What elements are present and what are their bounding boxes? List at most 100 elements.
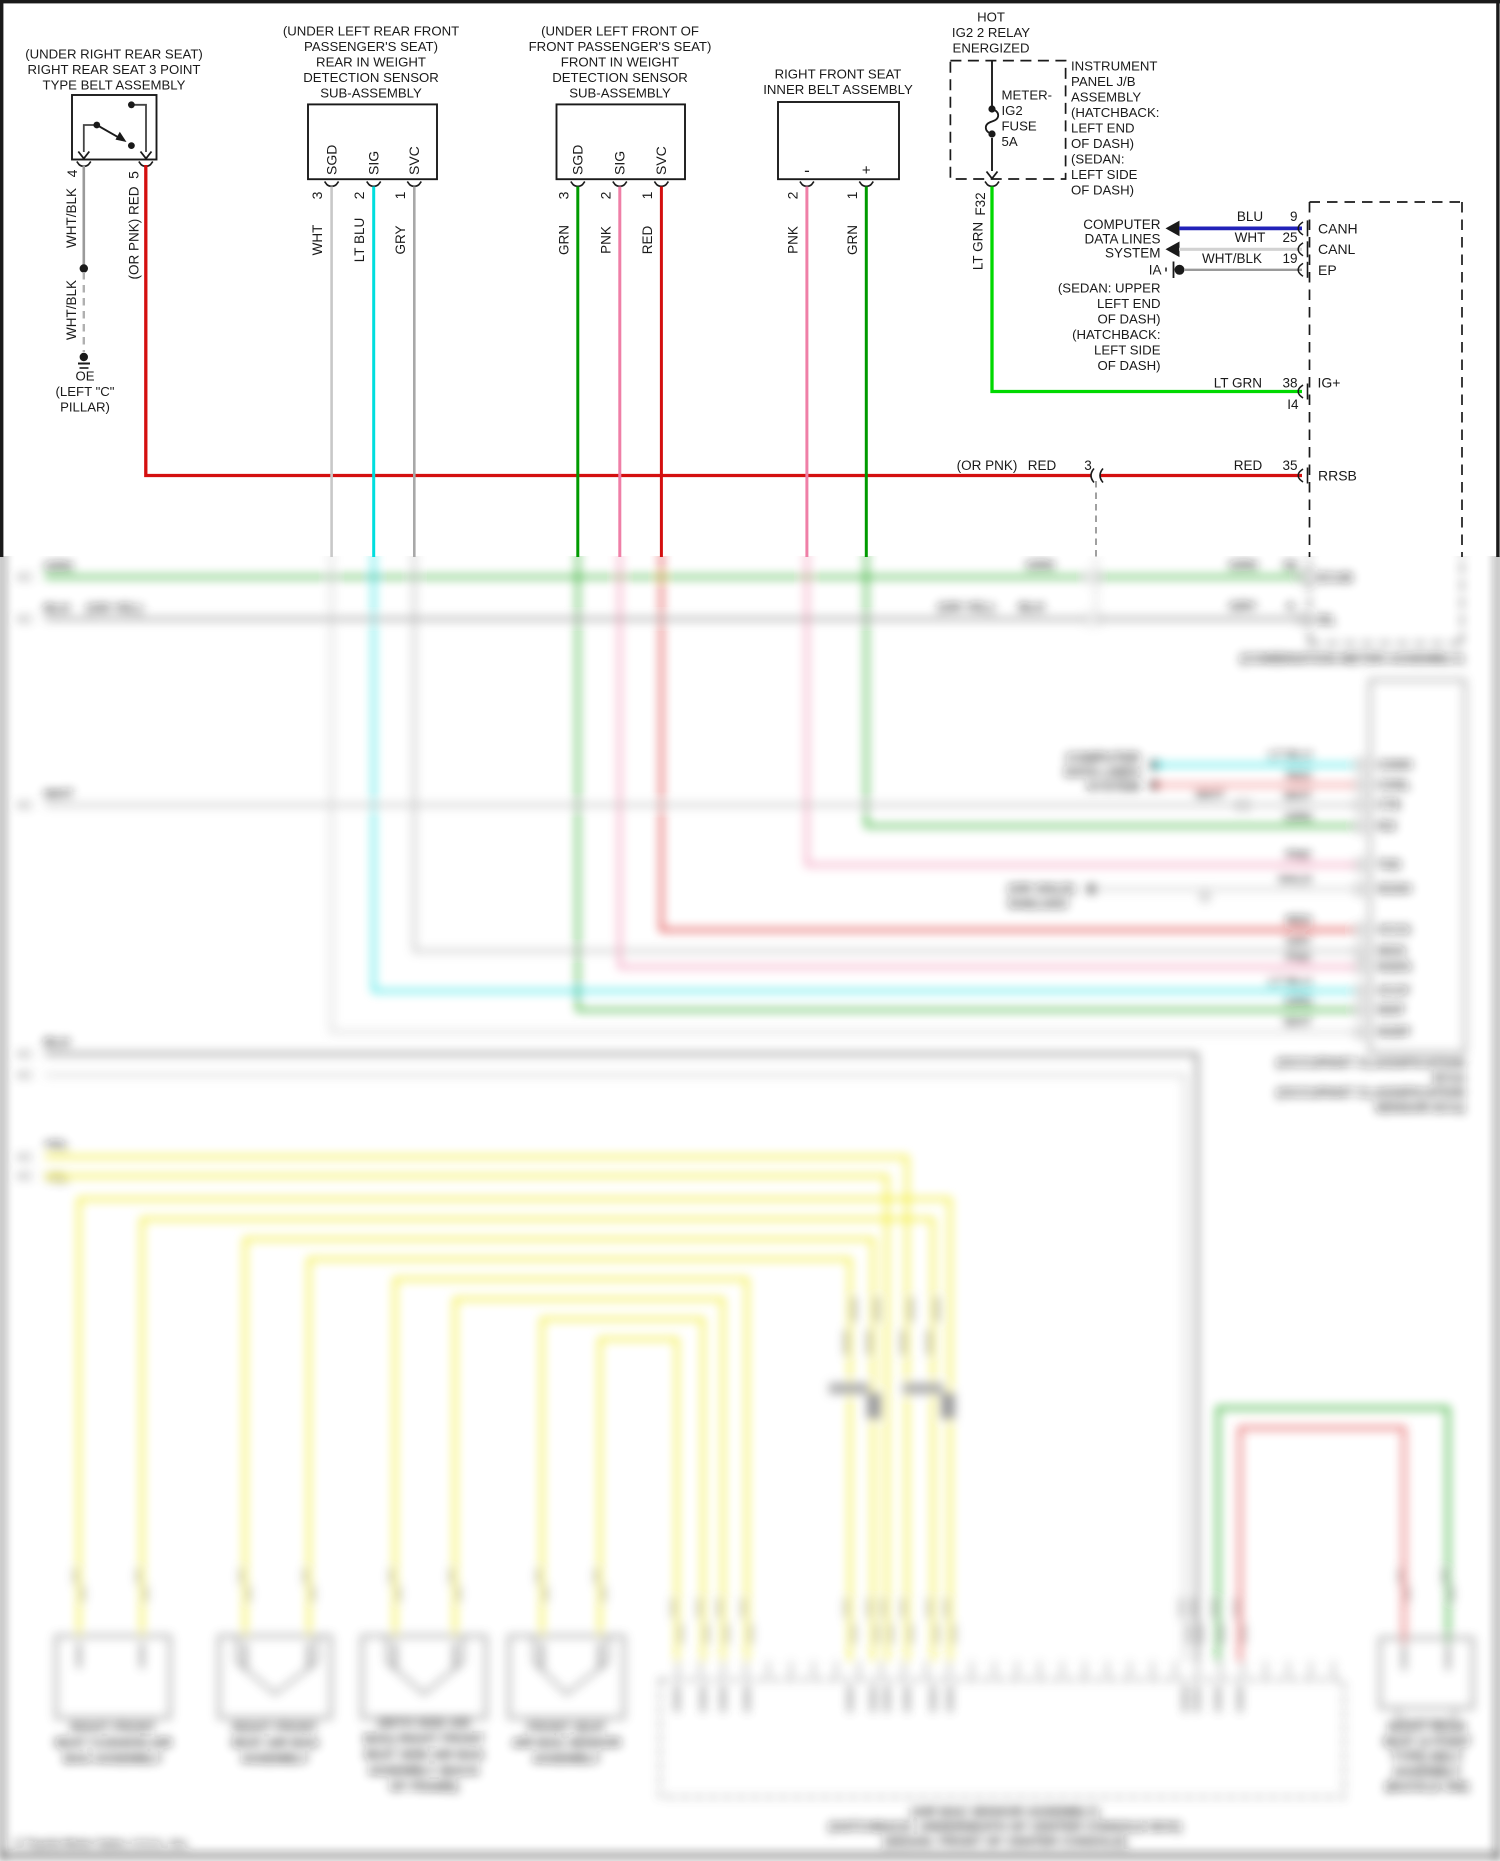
svg-text:25: 25 (1282, 230, 1297, 245)
svg-text:-: - (804, 161, 810, 180)
svg-text:GRN: GRN (845, 225, 860, 255)
svg-text:(UNDER LEFT FRONT OF: (UNDER LEFT FRONT OF (541, 24, 699, 39)
svg-text:38: 38 (1282, 376, 1297, 391)
svg-text:YEL: YEL (44, 1138, 69, 1153)
svg-text:CANL: CANL (1376, 778, 1411, 792)
svg-text:RRSB: RRSB (1318, 468, 1357, 484)
svg-text:WHT: WHT (1235, 230, 1266, 245)
svg-text:19: 19 (1282, 251, 1297, 266)
svg-text:I4: I4 (1287, 397, 1299, 412)
svg-text:SYSTEM: SYSTEM (1087, 779, 1140, 794)
svg-text:GRN: GRN (1229, 558, 1258, 573)
svg-text:CANH: CANH (1376, 758, 1412, 772)
svg-text:WHT: WHT (1284, 1016, 1313, 1030)
svg-text:(AIR BAG SENSOR ASSEMBLY): (AIR BAG SENSOR ASSEMBLY) (911, 1805, 1100, 1819)
svg-text:LT BLU: LT BLU (1268, 749, 1312, 763)
svg-text:BLK: BLK (1019, 600, 1046, 615)
svg-text:ASSEMBLY: ASSEMBLY (1393, 1765, 1462, 1779)
svg-text:OF DASH): OF DASH) (1071, 136, 1134, 151)
svg-text:4: 4 (1286, 599, 1294, 614)
svg-text:2: 2 (784, 191, 800, 199)
svg-text:(BUCKLE SW): (BUCKLE SW) (1385, 1780, 1469, 1794)
svg-text:2: 2 (597, 191, 613, 199)
svg-text:ASSEMBLY: ASSEMBLY (1071, 90, 1141, 105)
svg-text:3: 3 (555, 191, 571, 199)
svg-text:RIGHT FRONT SEAT: RIGHT FRONT SEAT (775, 67, 902, 82)
svg-text:WHT/BLK: WHT/BLK (64, 280, 79, 340)
svg-text:(HATCHBACK:: (HATCHBACK: (1072, 327, 1160, 342)
svg-text:2: 2 (351, 191, 367, 199)
svg-text:(UNDER RIGHT REAR SEAT): (UNDER RIGHT REAR SEAT) (25, 47, 203, 62)
svg-text:BLU: BLU (1237, 209, 1263, 224)
svg-text:WHT: WHT (310, 225, 325, 256)
svg-text:CANH: CANH (1318, 220, 1358, 236)
svg-text:LT GRN: LT GRN (971, 222, 986, 270)
svg-text:(SEDAN: UPPER: (SEDAN: UPPER (1058, 281, 1161, 296)
svg-text:PNK: PNK (1286, 951, 1312, 965)
svg-text:(HATCHBACK:: (HATCHBACK: (1071, 105, 1159, 120)
svg-text:RED: RED (1286, 769, 1312, 783)
svg-text:WHT/BLK: WHT/BLK (64, 188, 79, 248)
svg-text:BLK: BLK (44, 1035, 71, 1050)
svg-text:SUB-ASSEMBLY: SUB-ASSEMBLY (569, 86, 671, 101)
svg-text:ECUB: ECUB (1316, 570, 1353, 585)
svg-text:(WITH SIDE AIR: (WITH SIDE AIR (377, 1716, 470, 1730)
svg-text:SGDF: SGDF (1376, 1025, 1411, 1039)
svg-text:IG+: IG+ (1318, 375, 1341, 391)
svg-text:(SEDAN:: (SEDAN: (1071, 152, 1125, 167)
svg-text:1: 1 (639, 191, 655, 199)
svg-text:OF DASH): OF DASH) (1097, 358, 1160, 373)
svg-text:IG2: IG2 (1002, 103, 1023, 118)
svg-text:INSTRUMENT: INSTRUMENT (1071, 59, 1157, 74)
svg-text:LEFT SIDE: LEFT SIDE (1071, 167, 1138, 182)
svg-text:SGSH: SGSH (1376, 882, 1411, 896)
svg-text:PILLAR): PILLAR) (60, 400, 110, 415)
svg-text:LT BLU: LT BLU (352, 218, 367, 263)
svg-text:PNK: PNK (598, 226, 613, 254)
svg-text:FUSE: FUSE (1002, 119, 1037, 134)
svg-text:SIGS: SIGS (1376, 944, 1406, 958)
svg-text:BAG) RIGHT FRONT: BAG) RIGHT FRONT (364, 1732, 485, 1746)
svg-text:ASSEMBLY: ASSEMBLY (241, 1752, 310, 1766)
svg-text:RIGHT FRONT: RIGHT FRONT (232, 1720, 318, 1734)
svg-text:METER-: METER- (1002, 88, 1053, 103)
svg-text:PNK: PNK (785, 226, 800, 254)
svg-text:OE: OE (75, 369, 94, 384)
svg-text:BLK: BLK (44, 601, 71, 616)
svg-text:© Toyota Motor Sales, U.S.A.,: © Toyota Motor Sales, U.S.A., Inc. (14, 1838, 189, 1850)
svg-text:GRN: GRN (44, 559, 73, 574)
svg-text:1: 1 (392, 191, 408, 199)
svg-text:VCCS: VCCS (1376, 923, 1411, 937)
svg-text:OF DASH): OF DASH) (1097, 312, 1160, 327)
svg-text:RIGHT REAR: RIGHT REAR (1388, 1720, 1466, 1734)
svg-text:LEFT END: LEFT END (1097, 296, 1161, 311)
svg-text:AIR BAG SENSOR: AIR BAG SENSOR (512, 1736, 621, 1750)
svg-text:TXD: TXD (1376, 858, 1401, 872)
svg-text:IA: IA (1149, 263, 1162, 278)
svg-text:FRONT SEAT: FRONT SEAT (527, 1720, 606, 1734)
svg-text:SVC: SVC (406, 146, 422, 175)
svg-text:+: + (862, 162, 871, 179)
svg-text:(OR SHLD): (OR SHLD) (1008, 881, 1075, 896)
svg-text:SHIELDED: SHIELDED (1007, 897, 1068, 911)
svg-text:LEFT SIDE: LEFT SIDE (1094, 343, 1161, 358)
svg-text:IG2 2 RELAY: IG2 2 RELAY (952, 25, 1030, 40)
svg-text:SIL: SIL (1316, 612, 1336, 627)
svg-text:PNK: PNK (1286, 849, 1312, 863)
svg-text:RED: RED (1234, 458, 1263, 473)
svg-text:REAR IN WEIGHT: REAR IN WEIGHT (316, 55, 426, 70)
svg-text:SGDS: SGDS (1376, 960, 1411, 974)
svg-text:F32: F32 (973, 192, 988, 215)
svg-text:RED: RED (640, 226, 655, 255)
svg-text:GRY: GRY (1285, 935, 1312, 949)
svg-text:1: 1 (844, 191, 860, 199)
svg-text:4: 4 (64, 169, 80, 177)
svg-text:(OR YEL): (OR YEL) (938, 600, 995, 615)
svg-text:CTE: CTE (1376, 798, 1401, 812)
svg-text:FRONT PASSENGER'S SEAT): FRONT PASSENGER'S SEAT) (529, 39, 712, 54)
svg-text:SIG: SIG (365, 151, 381, 175)
svg-text:PASSENGER'S SEAT): PASSENGER'S SEAT) (304, 39, 438, 54)
svg-text:(OR PNK): (OR PNK) (957, 458, 1018, 473)
svg-text:LT BLU: LT BLU (1268, 975, 1312, 989)
svg-text:SENSOR ECU): SENSOR ECU) (1375, 1100, 1465, 1115)
